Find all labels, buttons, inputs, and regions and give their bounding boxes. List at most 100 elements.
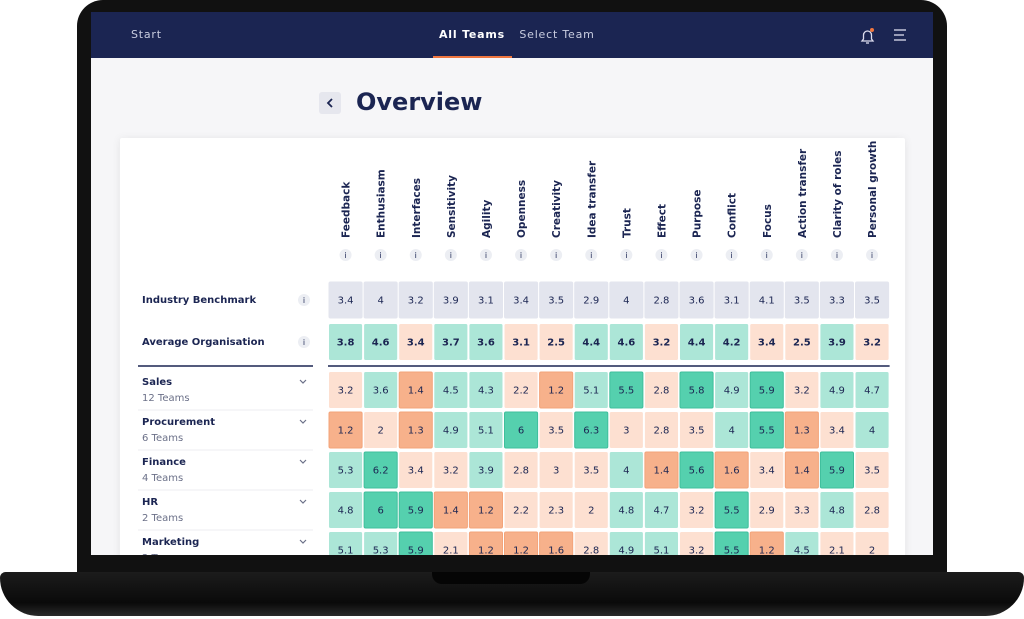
heat-cell <box>820 532 854 555</box>
bell-icon[interactable] <box>860 28 875 44</box>
heat-cell <box>644 324 678 360</box>
info-icon <box>444 249 457 261</box>
heat-cell <box>329 372 363 408</box>
heat-cell <box>855 412 889 448</box>
cell-value: 6.3 <box>583 426 599 437</box>
cell-value: 1.3 <box>408 426 424 437</box>
column-header: Conflict <box>727 193 739 238</box>
cell-value: 2.8 <box>653 296 669 307</box>
group-label: Finance <box>142 457 186 468</box>
nav-tab[interactable]: Select Team <box>519 28 594 41</box>
cell-value: 1.4 <box>794 466 810 477</box>
nav-tab[interactable]: All Teams <box>439 28 505 41</box>
heat-cell <box>749 531 784 555</box>
cell-value: 2.5 <box>547 338 565 349</box>
group-label: Marketing <box>142 537 199 548</box>
cell-value: 5.6 <box>689 466 705 477</box>
expand-icon <box>299 459 307 464</box>
heat-cell <box>820 372 854 408</box>
heat-cell <box>399 452 433 488</box>
column-header: Sensitivity <box>446 175 458 238</box>
cell-value: 1.2 <box>759 546 775 556</box>
cell-value: 4.9 <box>829 386 845 397</box>
cell-value: 2.1 <box>829 546 845 556</box>
cell-value: 2.5 <box>793 338 811 349</box>
cell-value: 1.6 <box>724 466 740 477</box>
nav-bar <box>91 12 933 58</box>
heat-cell <box>784 411 819 449</box>
back-button[interactable] <box>319 92 341 114</box>
heat-cell <box>434 324 468 360</box>
laptop-notch <box>432 572 590 584</box>
heat-cell <box>749 411 784 449</box>
cell-value: 5.1 <box>478 426 494 437</box>
cell-value: 2.8 <box>864 506 880 517</box>
heat-cell <box>574 532 608 555</box>
cell-value: 6.2 <box>373 466 389 477</box>
heat-cell <box>749 371 784 409</box>
cell-value: 4.7 <box>653 506 669 517</box>
heat-cell <box>784 281 819 319</box>
cell-value: 5.5 <box>759 426 775 437</box>
cell-value: 3.1 <box>478 296 494 307</box>
cell-value: 3.4 <box>829 426 845 437</box>
cell-value: 1.2 <box>548 386 564 397</box>
heat-cell <box>434 452 468 488</box>
heat-cell <box>785 492 819 528</box>
cell-value: 3.5 <box>689 426 705 437</box>
cell-value: 5.3 <box>338 466 354 477</box>
heat-cell <box>819 451 855 489</box>
heat-cell <box>504 324 538 360</box>
column-header: Focus <box>762 204 774 238</box>
cell-value: 4.8 <box>338 506 354 517</box>
heat-cell <box>574 372 608 408</box>
column-header: Clarity of roles <box>832 151 844 239</box>
heat-cell <box>364 412 398 448</box>
cell-value: 5.1 <box>338 546 354 556</box>
heat-cell <box>363 281 398 319</box>
cell-value: 2.2 <box>513 506 529 517</box>
heat-cell <box>785 372 819 408</box>
heat-cell <box>680 412 714 448</box>
info-label: i <box>695 251 697 260</box>
heat-cell <box>328 281 363 319</box>
heat-cell <box>644 451 679 489</box>
cell-value: 3.5 <box>864 466 880 477</box>
heat-cell <box>644 492 678 528</box>
info-icon <box>866 249 879 261</box>
cell-value: 1.4 <box>653 466 669 477</box>
heat-cell <box>539 371 574 409</box>
cell-value: 3.2 <box>863 338 881 349</box>
cell-value: 3.6 <box>477 338 495 349</box>
heat-cell <box>329 452 363 488</box>
heat-cell <box>819 281 855 319</box>
heat-cell <box>785 324 819 360</box>
heat-cell <box>504 531 539 555</box>
heat-cell <box>715 324 749 360</box>
cell-value: 3.2 <box>443 466 459 477</box>
heat-cell <box>680 532 714 555</box>
info-label: i <box>731 251 733 260</box>
column-header: Enthusiasm <box>376 169 388 238</box>
nav-start[interactable]: Start <box>131 28 162 41</box>
cell-value: 2.8 <box>653 386 669 397</box>
cell-value: 1.2 <box>338 426 354 437</box>
heat-cell <box>363 451 398 489</box>
column-header: Agility <box>481 200 493 238</box>
cell-value: 1.2 <box>478 546 494 556</box>
heat-cell <box>504 411 539 449</box>
menu-icon[interactable] <box>894 29 906 41</box>
cell-value: 1.2 <box>513 546 529 556</box>
heat-cell <box>750 492 784 528</box>
heat-cell <box>609 452 643 488</box>
heat-cell <box>855 492 889 528</box>
cell-value: 2.9 <box>759 506 775 517</box>
heat-cell <box>574 411 609 449</box>
heat-cell <box>469 412 503 448</box>
cell-value: 5.1 <box>583 386 599 397</box>
column-header: Trust <box>621 208 633 238</box>
cell-value: 4.5 <box>794 546 810 556</box>
heat-cell <box>329 532 363 555</box>
info-label: i <box>303 338 305 347</box>
